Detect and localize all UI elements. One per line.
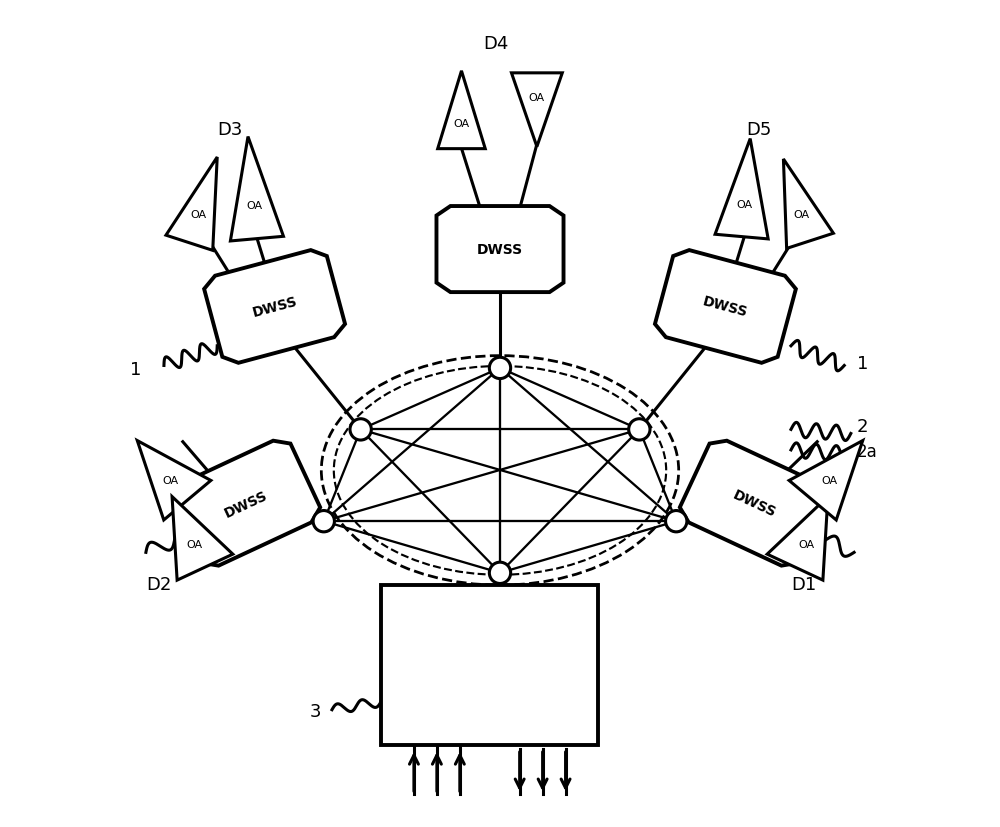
Text: OA: OA	[191, 210, 207, 220]
Polygon shape	[783, 160, 833, 249]
Polygon shape	[166, 158, 217, 251]
Polygon shape	[655, 251, 796, 363]
Text: 1: 1	[857, 355, 868, 372]
Text: OA: OA	[186, 539, 202, 549]
Polygon shape	[230, 137, 283, 241]
Polygon shape	[204, 251, 345, 363]
Bar	[381, 586, 598, 745]
Polygon shape	[172, 441, 320, 566]
Circle shape	[629, 419, 650, 441]
Polygon shape	[789, 441, 863, 520]
Text: 3: 3	[310, 702, 321, 720]
Polygon shape	[511, 74, 562, 147]
Circle shape	[313, 511, 334, 533]
Circle shape	[666, 511, 687, 533]
Text: D4: D4	[483, 36, 509, 53]
Text: OA: OA	[736, 199, 753, 210]
Polygon shape	[715, 140, 768, 240]
Text: OA: OA	[798, 539, 814, 549]
Polygon shape	[172, 497, 233, 581]
Text: DWSS: DWSS	[222, 487, 270, 519]
Text: 2a: 2a	[857, 442, 877, 460]
Text: D1: D1	[791, 576, 816, 594]
Text: DWSS: DWSS	[477, 243, 523, 256]
Text: 2: 2	[857, 418, 868, 436]
Text: D5: D5	[746, 122, 771, 139]
Circle shape	[489, 358, 511, 379]
Circle shape	[489, 562, 511, 584]
Text: DWSS: DWSS	[730, 487, 778, 519]
Text: DWSS: DWSS	[701, 294, 749, 320]
Polygon shape	[137, 441, 211, 520]
Text: D3: D3	[217, 122, 243, 139]
Text: OA: OA	[529, 93, 545, 103]
Circle shape	[350, 419, 371, 441]
Text: OA: OA	[793, 209, 809, 219]
Text: OA: OA	[163, 476, 179, 485]
Text: OA: OA	[453, 118, 470, 128]
Text: D2: D2	[146, 576, 171, 594]
Polygon shape	[680, 441, 828, 566]
Text: OA: OA	[246, 200, 262, 210]
Text: 1: 1	[130, 361, 141, 378]
Text: OA: OA	[821, 476, 837, 485]
Text: DWSS: DWSS	[251, 294, 299, 320]
Polygon shape	[438, 72, 485, 150]
Polygon shape	[767, 497, 828, 581]
Polygon shape	[436, 207, 564, 293]
